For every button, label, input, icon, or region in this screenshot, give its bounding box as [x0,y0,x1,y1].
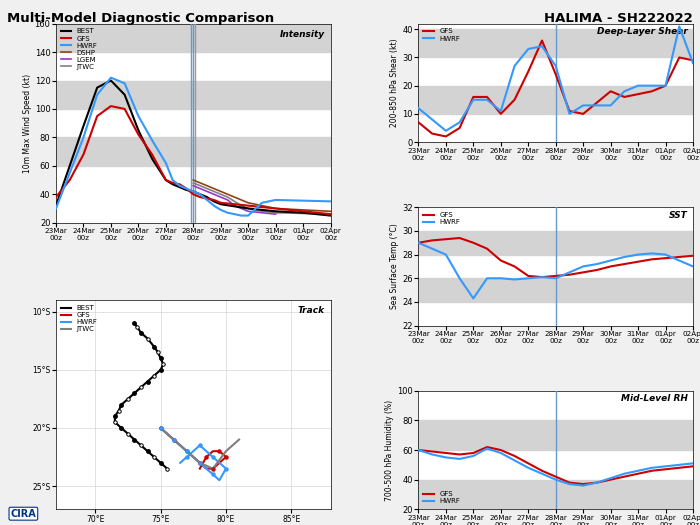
Text: Track: Track [298,307,325,316]
Text: HALIMA - SH222022: HALIMA - SH222022 [545,12,693,25]
Text: SST: SST [668,211,687,220]
Text: CIRA: CIRA [10,509,36,519]
Bar [419,480,693,509]
Bar [419,231,693,255]
Legend: GFS, HWRF: GFS, HWRF [422,490,461,506]
Y-axis label: Sea Surface Temp (°C): Sea Surface Temp (°C) [391,224,400,309]
Legend: BEST, GFS, HWRF, JTWC: BEST, GFS, HWRF, JTWC [60,303,99,333]
Bar [56,138,330,166]
Y-axis label: 700-500 hPa Humidity (%): 700-500 hPa Humidity (%) [385,400,394,501]
Bar [419,278,693,302]
Bar [56,24,330,52]
Legend: GFS, HWRF: GFS, HWRF [422,211,461,226]
Text: Multi-Model Diagnostic Comparison: Multi-Model Diagnostic Comparison [7,12,274,25]
Y-axis label: 10m Max Wind Speed (kt): 10m Max Wind Speed (kt) [23,74,32,173]
Y-axis label: 200-850 hPa Shear (kt): 200-850 hPa Shear (kt) [391,38,400,127]
Bar [419,29,693,57]
Bar [56,80,330,109]
Text: Deep-Layer Shear: Deep-Layer Shear [596,27,687,36]
Text: Mid-Level RH: Mid-Level RH [621,394,687,403]
Text: Intensity: Intensity [280,29,325,39]
Legend: GFS, HWRF: GFS, HWRF [422,27,461,43]
Bar [419,421,693,450]
Legend: BEST, GFS, HWRF, DSHP, LGEM, JTWC: BEST, GFS, HWRF, DSHP, LGEM, JTWC [60,27,99,71]
Bar [419,86,693,114]
